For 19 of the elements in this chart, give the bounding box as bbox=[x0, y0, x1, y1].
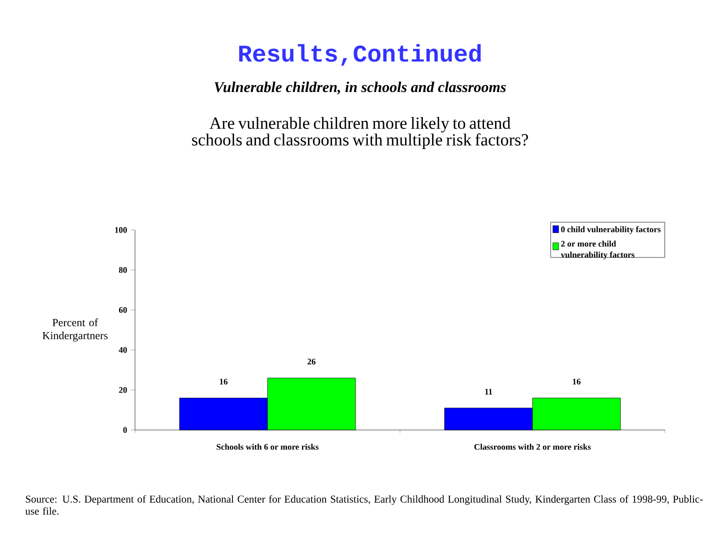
legend-label: 0 child vulnerability factors bbox=[561, 226, 661, 234]
y-tick-label: 80 bbox=[118, 267, 127, 273]
data-label: 16 bbox=[572, 378, 580, 384]
text: Are vulnerable children more likely to attend schools and classrooms with multiple risk factors? bbox=[192, 116, 528, 150]
chart-subtitle: Vulnerable children, in schools and classrooms bbox=[214, 82, 506, 94]
source-note: Source: U.S. Department of Education, National Center for Education Statistics, Early Childhood Longitudinal Study, Kindergarten Class of 1998-99, Public-use file. bbox=[25, 495, 703, 515]
data-label: 16 bbox=[220, 378, 228, 384]
x-tick-label: Classrooms with 2 or more risks bbox=[474, 444, 591, 450]
x-tick-label: Schools with 6 or more risks bbox=[216, 444, 319, 450]
y-tick-label: 60 bbox=[119, 307, 127, 313]
data-label: 26 bbox=[308, 358, 316, 364]
y-tick-label: 0 bbox=[123, 427, 127, 433]
chart-title: Results,Continued bbox=[239, 44, 481, 66]
data-label: 11 bbox=[485, 388, 492, 394]
y-axis-title: Percent of Kindergartners bbox=[42, 318, 108, 342]
legend-label: 2 or more child vulnerability factors bbox=[560, 240, 634, 260]
y-tick-label: 20 bbox=[119, 387, 127, 393]
y-tick-label: 40 bbox=[118, 347, 127, 353]
y-tick-label: 100 bbox=[115, 227, 127, 233]
